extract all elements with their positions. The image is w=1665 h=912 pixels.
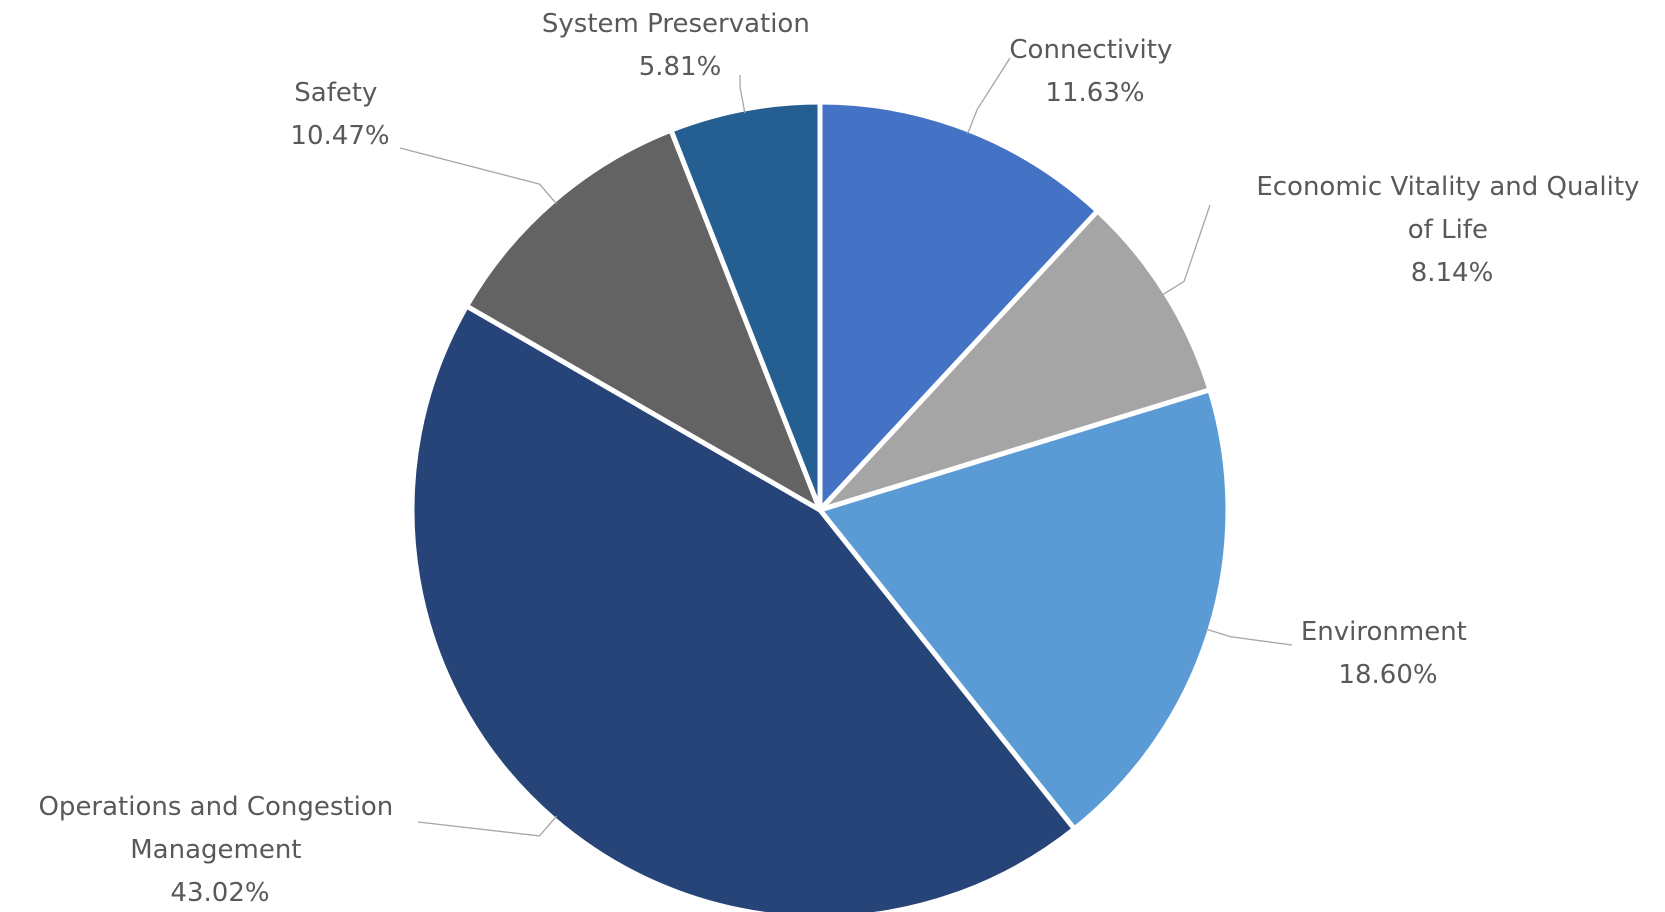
leader-line-environment — [1205, 628, 1293, 646]
label-system-preservation: System Preservation 5.81% — [542, 9, 818, 82]
leader-line-safety — [399, 147, 557, 205]
leader-line-economic-vitality-and-quality-of-life — [1161, 204, 1211, 296]
label-safety: Safety 10.47% — [290, 78, 389, 151]
pie-slices — [409, 99, 1231, 912]
label-operations: Operations and Congestion Management 43.… — [38, 792, 401, 908]
leader-lines — [399, 57, 1293, 837]
label-environment: Environment 18.60% — [1301, 617, 1475, 690]
label-connectivity: Connectivity 11.63% — [1009, 35, 1180, 108]
leader-line-connectivity — [966, 57, 1011, 135]
label-economic-vitality: Economic Vitality and Quality of Life 8.… — [1256, 172, 1647, 288]
leader-line-system-preservation — [739, 74, 746, 114]
leader-line-operations-and-congestion-management — [417, 815, 557, 837]
